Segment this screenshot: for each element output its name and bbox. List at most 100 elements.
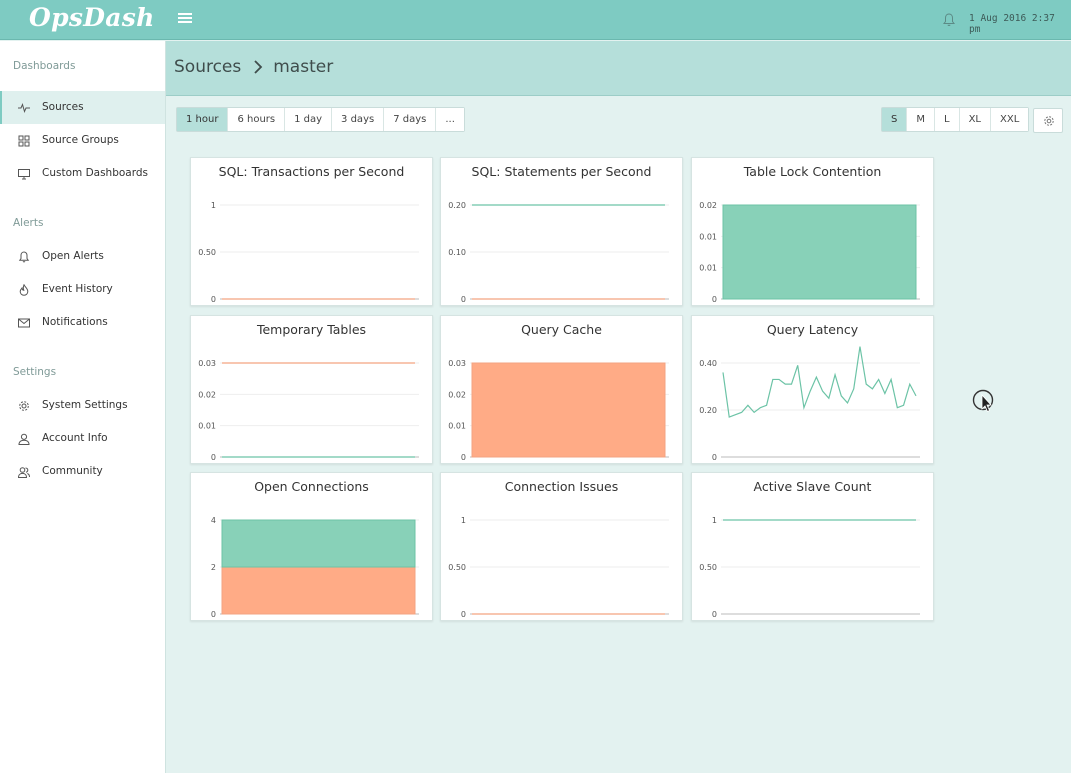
y-tick-label: 1 xyxy=(211,201,216,210)
chart-title: Connection Issues xyxy=(504,479,619,494)
y-tick-label: 4 xyxy=(211,516,216,525)
y-tick-label: 0.40 xyxy=(699,359,717,368)
chart-plot: 0.02 0.01 0.01 0 xyxy=(699,201,920,304)
series-area-green xyxy=(221,519,416,568)
sidebar-item-notifications[interactable]: Notifications xyxy=(0,306,165,339)
series-area-orange xyxy=(471,362,666,458)
chart-title: Open Connections xyxy=(254,479,369,494)
chart-plot: 0.40 0.20 0 xyxy=(699,346,920,462)
sidebar-item-open-alerts[interactable]: Open Alerts xyxy=(0,240,165,273)
menu-toggle-icon[interactable] xyxy=(178,11,192,27)
size-l-button[interactable]: L xyxy=(935,108,960,131)
y-tick-label: 0 xyxy=(211,295,216,304)
y-tick-label: 0 xyxy=(211,610,216,619)
chart-title: Table Lock Contention xyxy=(743,164,882,179)
y-tick-label: 0.01 xyxy=(198,422,216,431)
time-range-7-days[interactable]: 7 days xyxy=(384,108,437,131)
y-tick-label: 0.10 xyxy=(448,248,466,257)
chart-plot: 1 0.50 0 xyxy=(198,201,419,304)
chevron-right-icon xyxy=(254,60,263,74)
chart-panel-connection-issues[interactable]: Connection Issues 1 0.50 0 xyxy=(440,472,683,621)
sidebar-item-event-history[interactable]: Event History xyxy=(0,273,165,306)
size-s-button[interactable]: S xyxy=(882,108,908,131)
y-tick-label: 0 xyxy=(461,610,466,619)
time-range-6-hours[interactable]: 6 hours xyxy=(228,108,286,131)
series-area-green xyxy=(722,204,917,300)
y-tick-label: 0.50 xyxy=(699,563,717,572)
sidebar-item-label: Community xyxy=(42,465,103,477)
gear-icon xyxy=(1044,116,1054,126)
sidebar-item-label: Event History xyxy=(42,283,113,295)
chart-panel-query-latency[interactable]: Query Latency 0.40 0.20 0 xyxy=(691,315,934,464)
app-logo[interactable]: OpsDash xyxy=(29,3,155,32)
panel-size-selector: S M L XL XXL xyxy=(881,107,1030,132)
y-tick-label: 0 xyxy=(712,295,717,304)
sidebar-item-label: Notifications xyxy=(42,316,108,328)
size-xl-button[interactable]: XL xyxy=(959,108,991,131)
chart-plot: 0.03 0.02 0.01 0 xyxy=(198,359,419,462)
time-range-3-days[interactable]: 3 days xyxy=(332,108,385,131)
pulse-icon xyxy=(18,103,30,113)
y-tick-label: 0.01 xyxy=(448,422,466,431)
size-m-button[interactable]: M xyxy=(907,108,935,131)
size-xxl-button[interactable]: XXL xyxy=(991,108,1029,131)
current-datetime: 1 Aug 2016 2:37 pm xyxy=(969,13,1055,35)
y-tick-label: 0.20 xyxy=(699,406,717,415)
sidebar-item-source-groups[interactable]: Source Groups xyxy=(0,124,165,157)
y-tick-label: 2 xyxy=(211,563,216,572)
chart-title: Active Slave Count xyxy=(753,479,872,494)
sidebar-item-label: Custom Dashboards xyxy=(42,167,148,179)
chart-panel-active-slave-count[interactable]: Active Slave Count 1 0.50 0 xyxy=(691,472,934,621)
series-line-green xyxy=(722,346,917,418)
sidebar-item-custom-dashboards[interactable]: Custom Dashboards xyxy=(0,157,165,190)
bell-icon[interactable] xyxy=(942,12,956,28)
dashboard-settings-button[interactable] xyxy=(1033,108,1063,133)
time-range-1-hour[interactable]: 1 hour xyxy=(177,108,229,131)
chart-panel-open-connections[interactable]: Open Connections 4 2 0 xyxy=(190,472,433,621)
sidebar-item-system-settings[interactable]: System Settings xyxy=(0,389,165,422)
chart-plot: 4 2 0 xyxy=(211,516,419,619)
sidebar-item-label: System Settings xyxy=(42,399,128,411)
chart-plot: 1 0.50 0 xyxy=(699,516,920,619)
top-bar: OpsDash 1 Aug 2016 2:37 pm xyxy=(0,0,1071,40)
grid-icon xyxy=(18,135,30,147)
y-tick-label: 0 xyxy=(712,453,717,462)
sidebar-item-community[interactable]: Community xyxy=(0,455,165,488)
chart-panel-query-cache[interactable]: Query Cache 0.03 0.02 0.01 0 xyxy=(440,315,683,464)
y-tick-label: 1 xyxy=(461,516,466,525)
sidebar-item-label: Open Alerts xyxy=(42,250,104,262)
breadcrumb-current: master xyxy=(273,57,334,77)
y-tick-label: 0.02 xyxy=(699,201,717,210)
user-icon xyxy=(18,433,30,445)
y-tick-label: 1 xyxy=(712,516,717,525)
chart-panel-sql-statements-per-second[interactable]: SQL: Statements per Second 0.20 0.10 0 xyxy=(440,157,683,306)
chart-plot: 0.03 0.02 0.01 0 xyxy=(448,359,669,462)
sidebar-item-label: Account Info xyxy=(42,432,108,444)
fire-icon xyxy=(19,284,29,296)
chart-panel-table-lock-contention[interactable]: Table Lock Contention 0.02 0.01 0.01 0 xyxy=(691,157,934,306)
sidebar-section-alerts: Alerts xyxy=(13,217,44,229)
breadcrumb-sources-link[interactable]: Sources xyxy=(174,57,242,77)
chart-title: Temporary Tables xyxy=(256,322,367,337)
y-tick-label: 0.50 xyxy=(198,248,216,257)
y-tick-label: 0.01 xyxy=(699,264,717,273)
breadcrumb: Sources master xyxy=(174,57,333,77)
gear-icon xyxy=(19,401,29,411)
page-header: Sources master xyxy=(166,41,1071,96)
chart-title: Query Latency xyxy=(766,322,859,337)
sidebar-item-sources[interactable]: Sources xyxy=(0,91,165,124)
y-tick-label: 0.20 xyxy=(448,201,466,210)
chart-panel-temporary-tables[interactable]: Temporary Tables 0.03 0.02 0.01 0 xyxy=(190,315,433,464)
series-area-orange xyxy=(221,566,416,615)
y-tick-label: 0.03 xyxy=(448,359,466,368)
sidebar-item-label: Sources xyxy=(42,101,84,113)
time-range-more[interactable]: ... xyxy=(436,108,464,131)
y-tick-label: 0 xyxy=(211,453,216,462)
y-tick-label: 0.01 xyxy=(699,232,717,241)
envelope-icon xyxy=(18,318,30,328)
time-range-1-day[interactable]: 1 day xyxy=(285,108,333,131)
sidebar-item-account-info[interactable]: Account Info xyxy=(0,422,165,455)
chart-title: Query Cache xyxy=(521,322,602,337)
chart-title: SQL: Statements per Second xyxy=(471,164,652,179)
chart-panel-sql-transactions-per-second[interactable]: SQL: Transactions per Second 1 0.50 0 xyxy=(190,157,433,306)
